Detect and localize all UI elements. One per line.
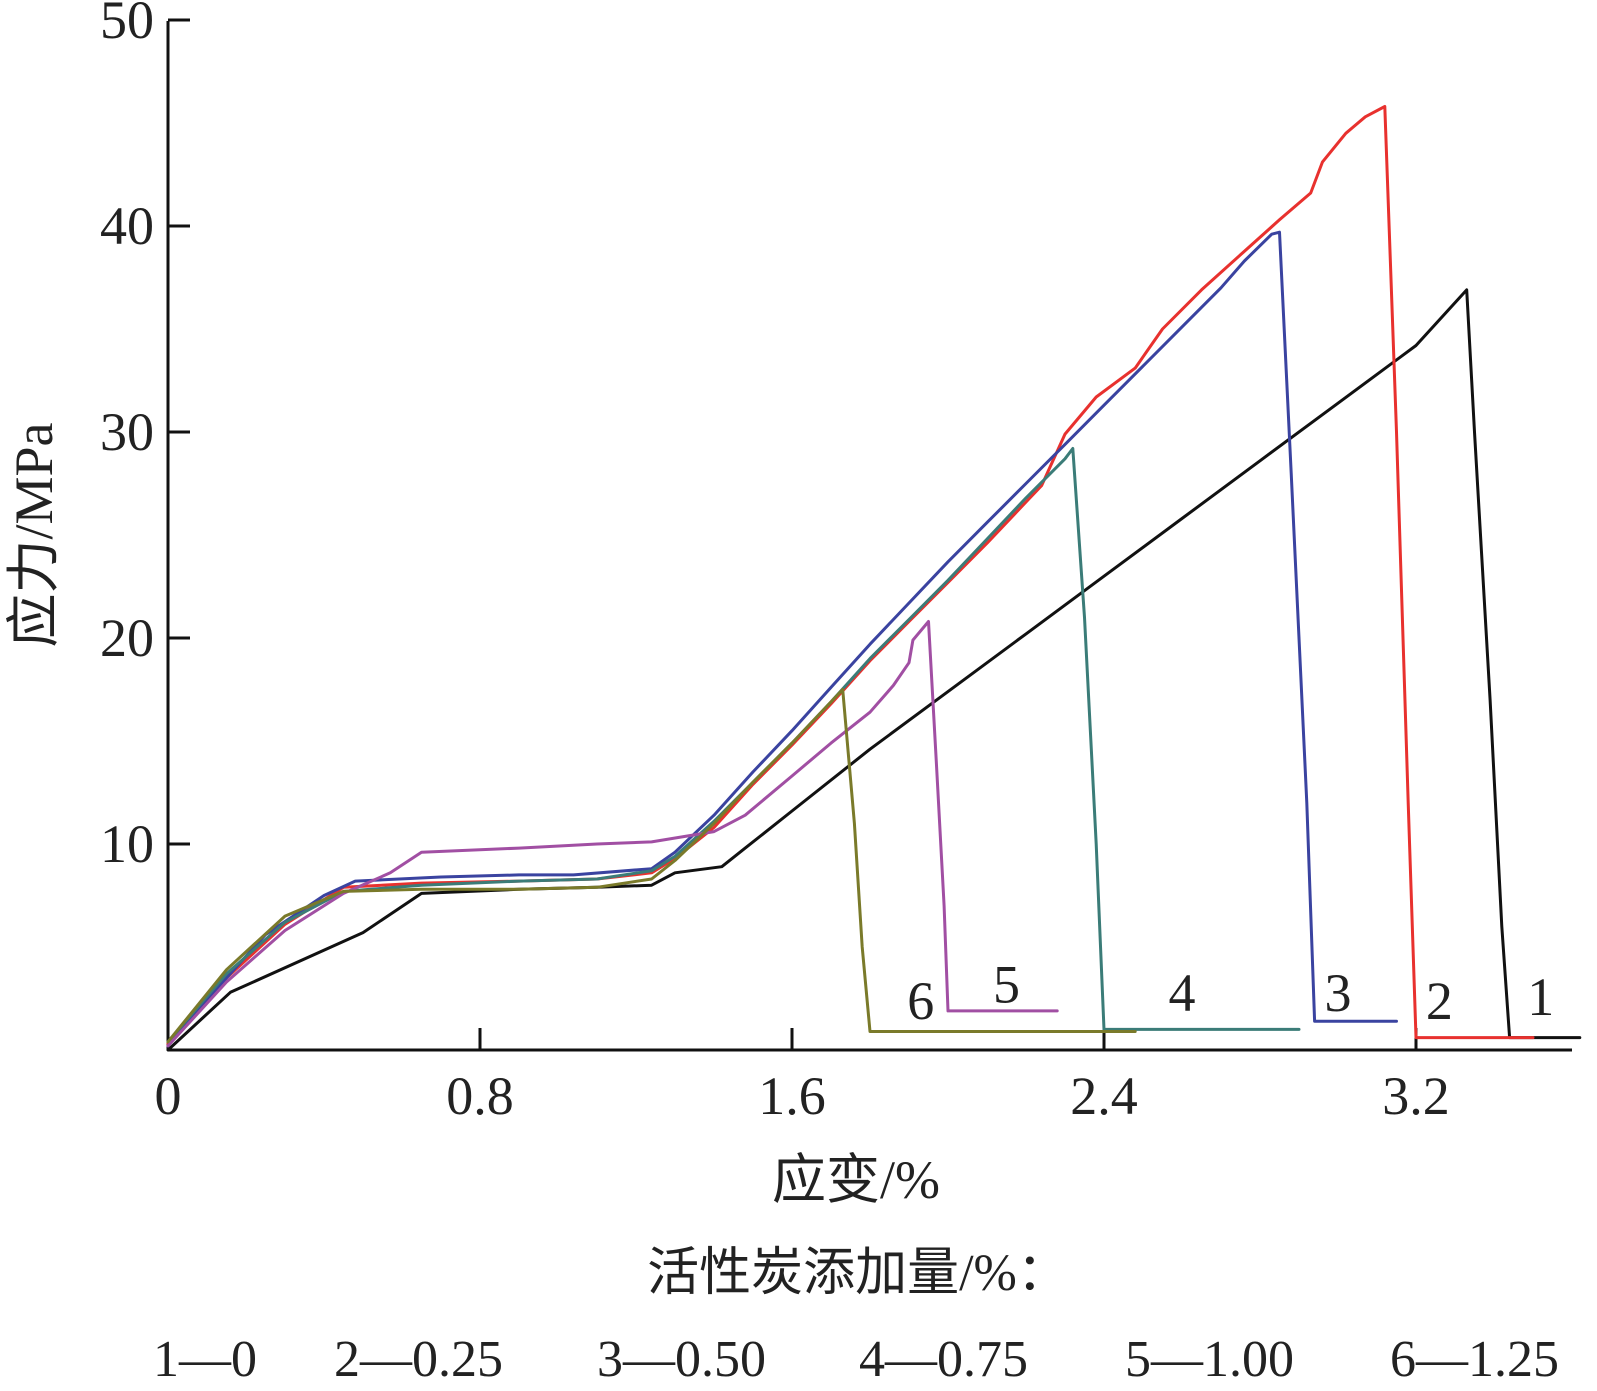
series-line-2 bbox=[166, 105, 1535, 1046]
legend-item: 2—0.25 bbox=[334, 1331, 503, 1388]
legend: 活性炭添加量/%： 1—0 2—0.25 3—0.50 4—0.75 5—1.0… bbox=[153, 1245, 1559, 1388]
axes bbox=[166, 21, 1572, 1052]
series-label-1: 1 bbox=[1527, 967, 1554, 1027]
legend-item: 3—0.50 bbox=[597, 1331, 766, 1388]
legend-item: 5—1.00 bbox=[1125, 1331, 1294, 1388]
y-tick-label: 50 bbox=[100, 0, 154, 50]
x-tick-label: 1.6 bbox=[758, 1066, 826, 1126]
legend-item: 1—0 bbox=[153, 1331, 257, 1388]
series-line-6 bbox=[166, 688, 1137, 1044]
series-label-2: 2 bbox=[1426, 971, 1453, 1031]
series-label-5: 5 bbox=[993, 955, 1020, 1015]
legend-item: 4—0.75 bbox=[859, 1331, 1028, 1388]
series-labels: 1 2 3 4 56 bbox=[907, 955, 1554, 1031]
x-tick-label: 3.2 bbox=[1382, 1066, 1450, 1126]
y-tick-label: 10 bbox=[100, 814, 154, 874]
ticks: 0 0.8 1.6 2.4 3.2 10 20 30 40 50 bbox=[100, 0, 1450, 1126]
series-label-6: 6 bbox=[907, 971, 934, 1031]
legend-title: 活性炭添加量/%： bbox=[647, 1245, 1069, 1302]
y-tick-label: 20 bbox=[100, 608, 154, 668]
series-line-3 bbox=[166, 230, 1398, 1048]
series-group bbox=[166, 105, 1582, 1052]
series-line-1 bbox=[166, 288, 1582, 1052]
y-axis-label: 应力/MPa bbox=[4, 422, 64, 647]
legend-item: 6—1.25 bbox=[1390, 1331, 1559, 1388]
x-axis-label: 应变/% bbox=[772, 1150, 940, 1210]
series-label-3: 3 bbox=[1325, 963, 1352, 1023]
x-tick-label: 0 bbox=[155, 1066, 182, 1126]
series-line-4 bbox=[166, 447, 1301, 1044]
y-tick-label: 40 bbox=[100, 196, 154, 256]
series-line-5 bbox=[166, 620, 1059, 1048]
x-tick-label: 0.8 bbox=[446, 1066, 514, 1126]
x-tick-label: 2.4 bbox=[1070, 1066, 1138, 1126]
y-tick-label: 30 bbox=[100, 402, 154, 462]
series-label-4: 4 bbox=[1169, 963, 1196, 1023]
